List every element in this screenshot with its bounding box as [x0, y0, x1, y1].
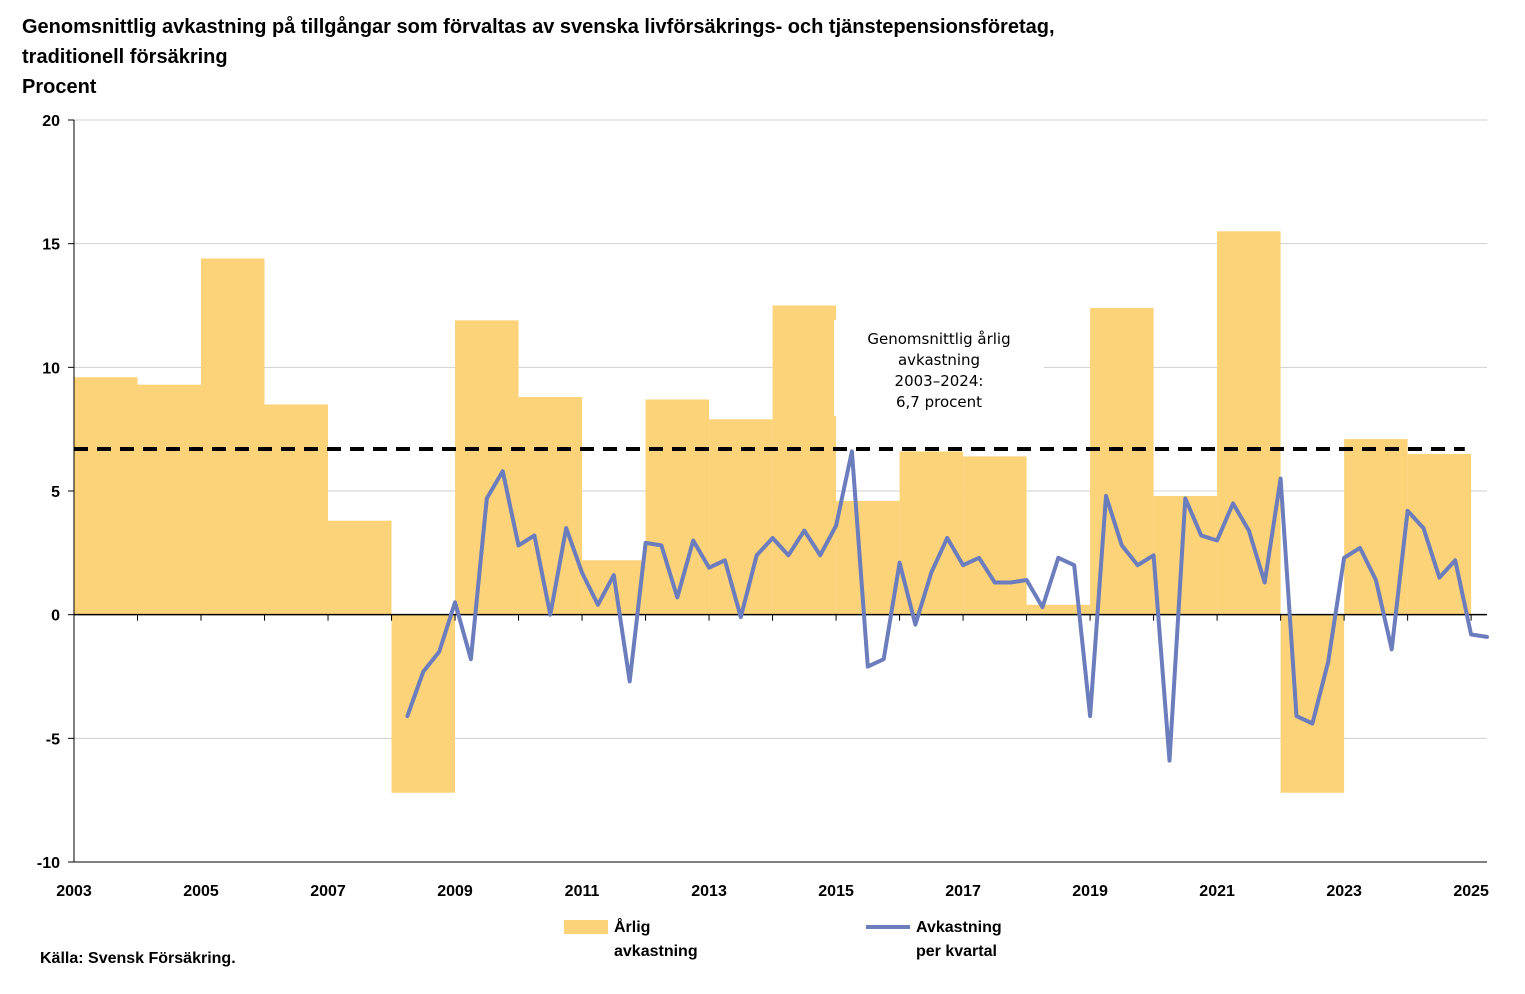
- annual-bars: [74, 231, 1472, 793]
- y-tick-label: -10: [37, 855, 60, 872]
- title-line-2: traditionell försäkring: [22, 46, 228, 68]
- legend-quarterly-line-2: per kvartal: [916, 943, 997, 960]
- annotation-line: 6,7 procent: [896, 393, 982, 411]
- x-tick-label: 2025: [1453, 883, 1489, 900]
- quarterly-line-group: [405, 449, 1489, 763]
- annual-bar: [137, 384, 202, 615]
- y-tick-label: 5: [51, 484, 60, 501]
- y-tick-label: 20: [42, 113, 60, 130]
- x-tick-label: 2007: [310, 883, 346, 900]
- annual-bar: [1026, 604, 1091, 615]
- legend-annual-line-1: Årlig: [614, 919, 651, 936]
- annual-bar: [201, 258, 265, 615]
- annotation-background: [834, 320, 1044, 416]
- annotation-line: Genomsnittlig årlig: [867, 330, 1010, 348]
- legend-quarterly-line-1: Avkastning: [916, 919, 1002, 936]
- annual-bar: [963, 456, 1027, 615]
- x-tick-label: 2003: [56, 883, 92, 900]
- y-tick-label: -5: [46, 731, 60, 748]
- chart-title: Genomsnittlig avkastning på tillgångar s…: [22, 12, 1502, 102]
- annual-bar: [1217, 231, 1281, 615]
- axes: [68, 119, 1487, 863]
- y-tick-label: 10: [42, 360, 60, 377]
- x-tick-label: 2015: [818, 883, 854, 900]
- annual-bar: [264, 404, 329, 615]
- annotation-line: 2003–2024:: [895, 372, 984, 390]
- annual-bar: [899, 451, 964, 615]
- annual-bar: [645, 399, 710, 615]
- average-annotation: Genomsnittlig årlig avkastning 2003–2024: 6…: [834, 320, 1044, 416]
- x-tick-label: 2009: [437, 883, 473, 900]
- x-tick-label: 2005: [183, 883, 219, 900]
- title-line-1: Genomsnittlig avkastning på tillgångar s…: [22, 16, 1055, 38]
- x-tick-label: 2023: [1326, 883, 1362, 900]
- x-tick-labels: 2003 2005 2007 2009 2011 2013 2015 2017 2019 2021…: [56, 883, 1489, 900]
- legend-quarterly: Avkastning per kvartal: [866, 916, 1026, 964]
- y-tick-label: 0: [51, 608, 60, 625]
- y-tick-label: 15: [42, 237, 60, 254]
- legend-annual-line-2: avkastning: [614, 943, 698, 960]
- legend-line-swatch: [866, 925, 910, 929]
- y-tick-labels: 20 15 10 5 0 -5 -10: [37, 113, 60, 872]
- x-tick-label: 2011: [565, 883, 600, 900]
- annual-bar: [455, 320, 519, 615]
- annual-bar: [74, 377, 138, 615]
- x-tick-label: 2019: [1072, 883, 1108, 900]
- annual-bar: [709, 419, 773, 615]
- x-tick-label: 2013: [691, 883, 727, 900]
- annual-bar: [772, 305, 837, 615]
- legend-annual: Årlig avkastning: [564, 916, 724, 964]
- annual-bar: [391, 614, 456, 793]
- annual-bar: [836, 500, 900, 615]
- annotation-line: avkastning: [898, 351, 980, 369]
- annual-bar: [518, 397, 583, 615]
- annual-bar: [328, 520, 392, 615]
- title-unit: Procent: [22, 76, 97, 98]
- source-note: Källa: Svensk Försäkring.: [40, 950, 236, 967]
- x-tick-label: 2017: [945, 883, 981, 900]
- legend-bar-swatch: [564, 920, 608, 934]
- x-tick-label: 2021: [1199, 883, 1235, 900]
